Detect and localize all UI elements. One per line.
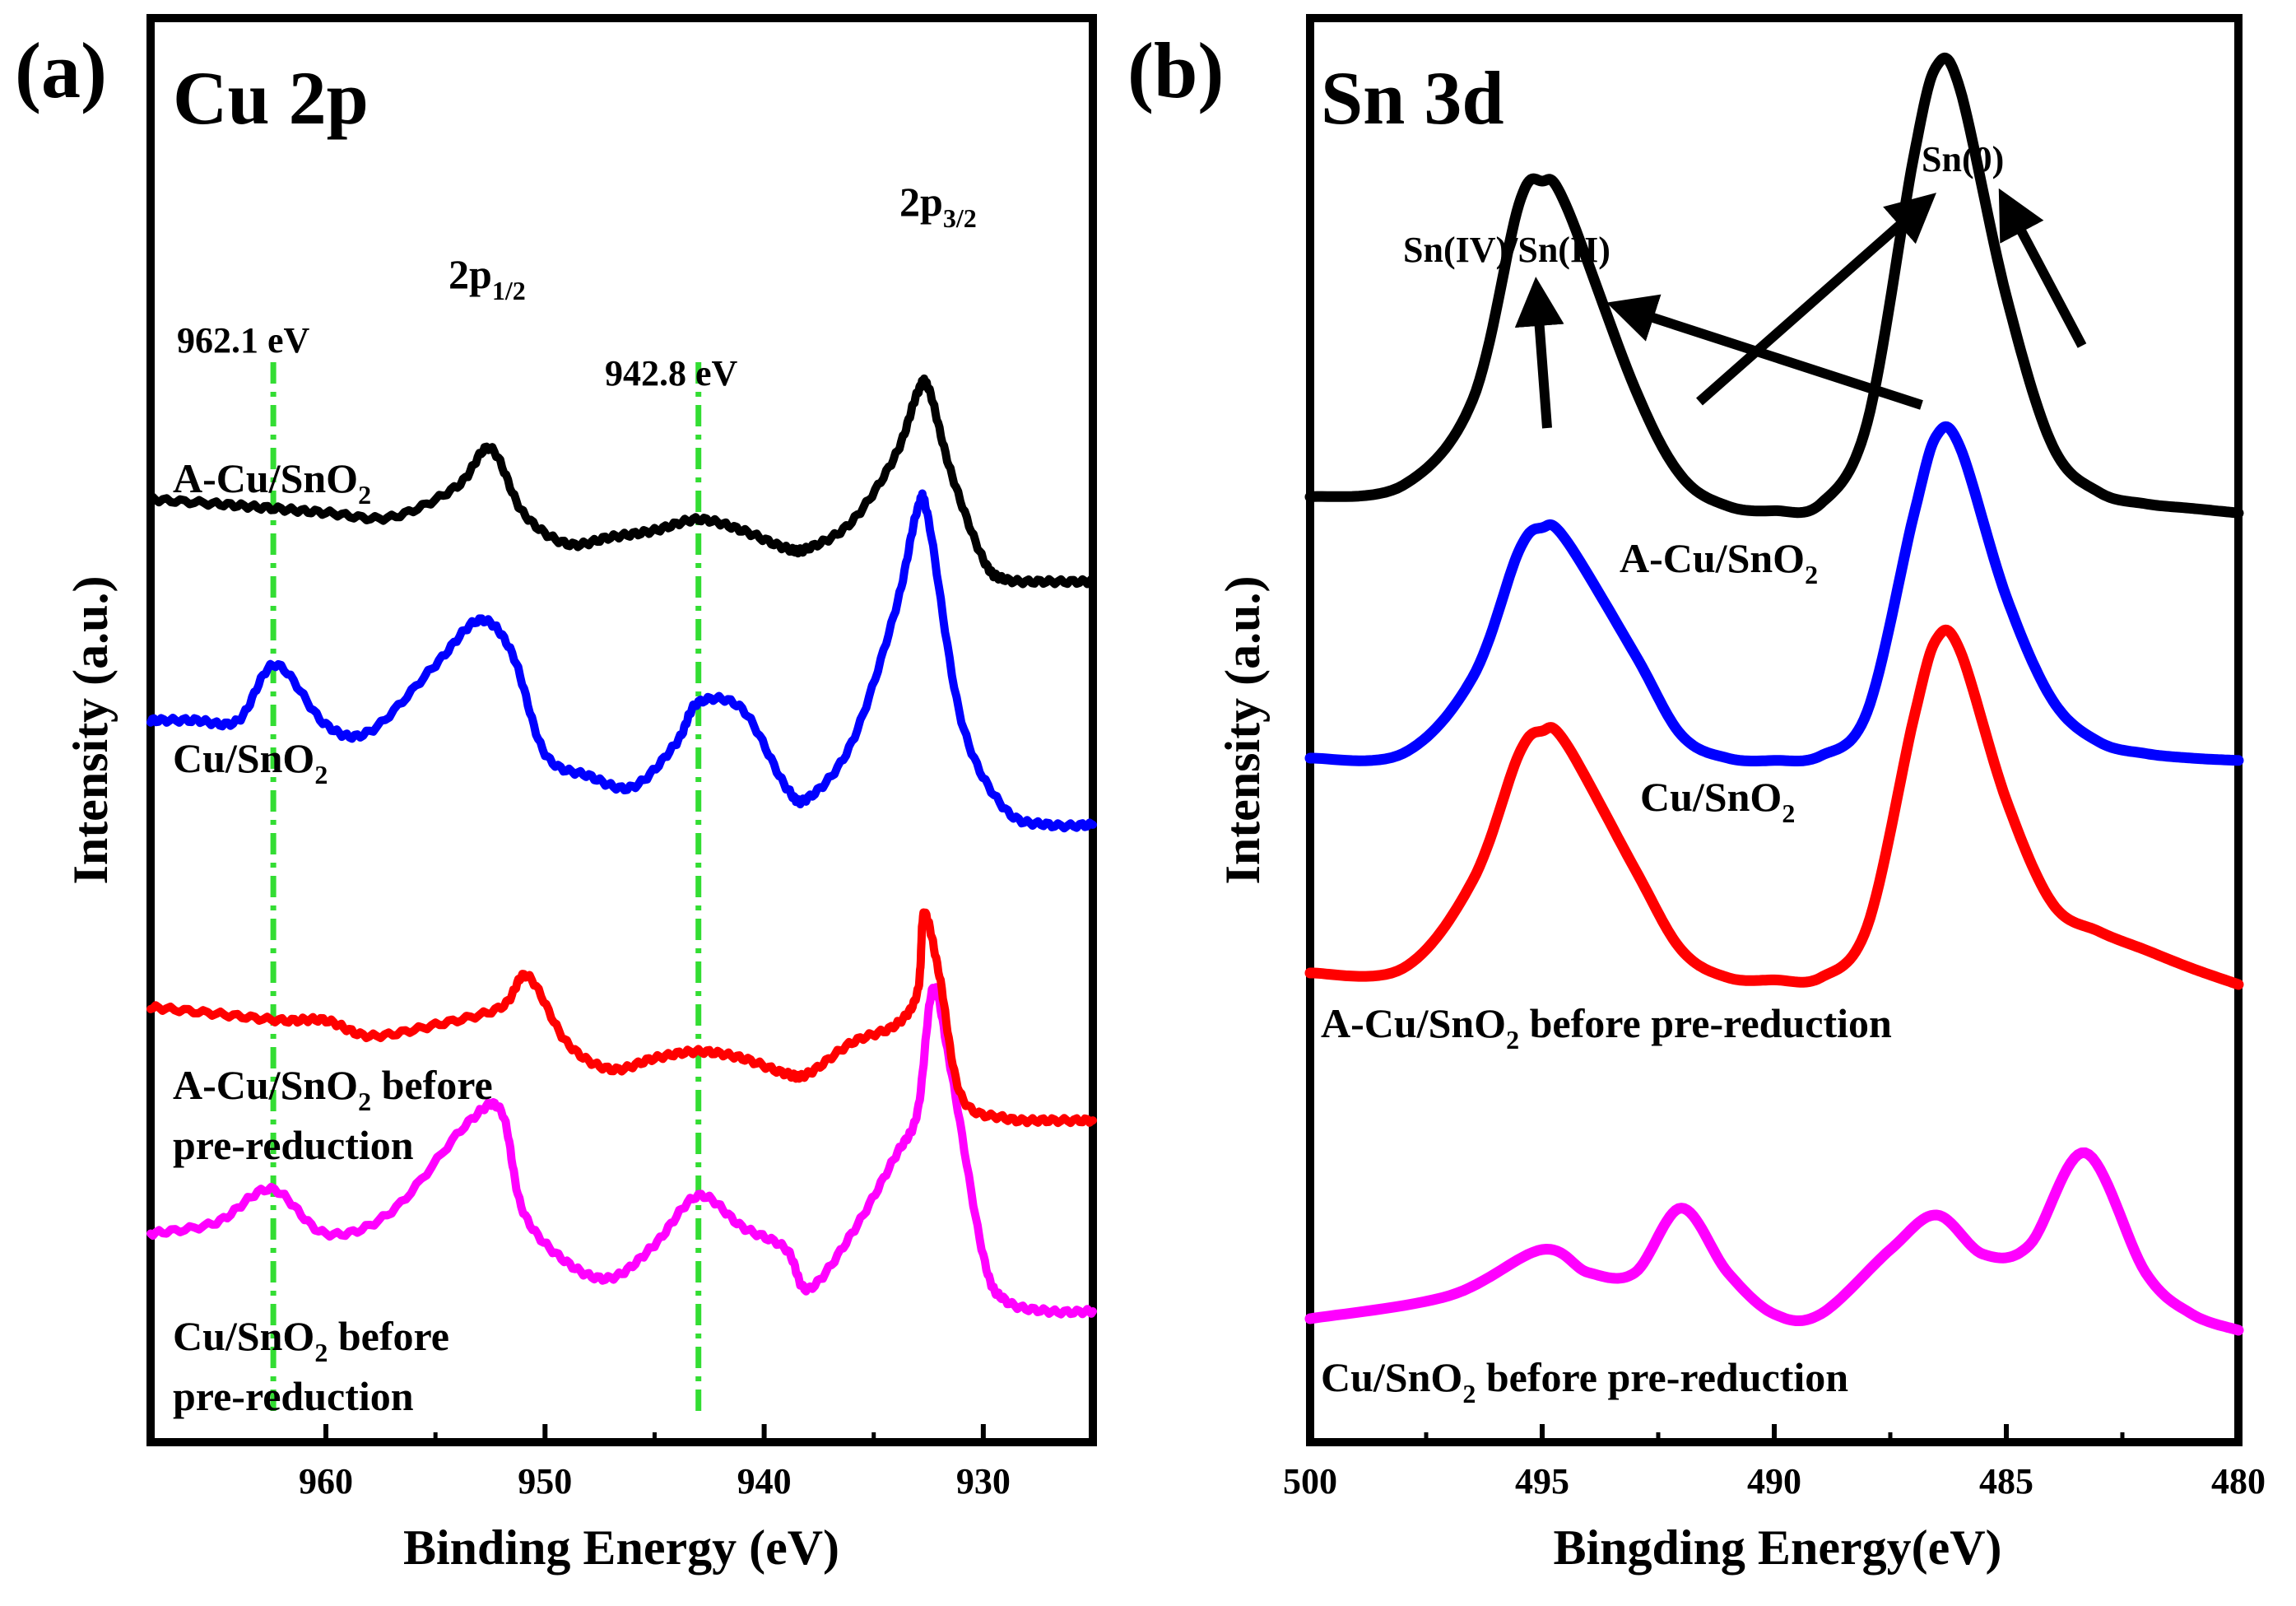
annotation-2p32-sub: 3/2 [943, 203, 977, 233]
panel-letter-a: (a) [15, 26, 107, 114]
series-line-b-1 [1304, 624, 2244, 990]
trace-label-a-2: A-Cu/SnO2 before [173, 1062, 493, 1116]
arrow-to-sn0-2 [1998, 188, 2087, 348]
trace-label-a-1: Cu/SnO2 [173, 735, 328, 789]
series-line-b-0 [1304, 1147, 2244, 1336]
x-tick-label-b-2: 490 [1747, 1461, 1801, 1501]
x-tick-label-b-1: 495 [1515, 1461, 1569, 1501]
annotation-2p12-main: 2p [449, 251, 492, 297]
x-tick-label-a-2: 940 [737, 1461, 792, 1501]
annotation-962-ev: 962.1 eV [177, 320, 310, 361]
series-line-a-3 [146, 374, 1097, 589]
x-tick-label-b-4: 480 [2211, 1461, 2266, 1501]
x-axis-label-b: Bingding Energy(eV) [1553, 1520, 2001, 1575]
x-tick-label-a-0: 960 [299, 1461, 353, 1501]
arrow-to-sniv-1 [1514, 277, 1564, 429]
y-axis-label-a: Intensity (a.u.) [63, 575, 118, 884]
arrow-to-sniv-2 [1606, 294, 1923, 410]
trace-label-b-3: Cu/SnO2 before pre-reduction [1321, 1354, 1848, 1408]
panel-title-a: Cu 2p [173, 56, 369, 140]
trace-label-a-3: Cu/SnO2 before [173, 1313, 449, 1367]
annotation-2p32-main: 2p [899, 179, 943, 225]
annotation-2p12: 2p1/2 [449, 251, 526, 305]
panel-a: (a) Cu 2p 960 950 940 930 Binding Energy (e… [15, 14, 1097, 1575]
annotation-942-ev: 942.8 eV [605, 353, 738, 393]
trace-label-b-2: A-Cu/SnO2 before pre-reduction [1321, 1000, 1892, 1054]
panel-letter-b: (b) [1127, 26, 1224, 114]
series-group-b [1304, 52, 2244, 1336]
annotation-sniv-snii: Sn(IV)/Sn(II) [1403, 230, 1610, 270]
arrow-to-sn0-1 [1696, 193, 1937, 406]
guide-lines-a [270, 362, 702, 1416]
annotation-2p12-sub: 1/2 [492, 276, 526, 305]
x-ticks-a: 960 950 940 930 [299, 1424, 1011, 1501]
trace-label-b-0: A-Cu/SnO2 [1620, 535, 1818, 589]
x-tick-label-a-3: 930 [956, 1461, 1011, 1501]
annotation-2p32: 2p3/2 [899, 179, 977, 233]
trace-label-a-0: A-Cu/SnO2 [173, 455, 371, 510]
plot-frame-a [146, 14, 1097, 1446]
x-tick-label-b-0: 500 [1283, 1461, 1337, 1501]
series-line-a-2 [146, 489, 1097, 833]
x-axis-label-a: Binding Energy (eV) [403, 1520, 839, 1575]
series-line-b-2 [1304, 421, 2244, 766]
y-axis-label-b: Intensity (a.u.) [1215, 575, 1270, 884]
panel-b: (b) Sn 3d 500 495 490 485 480 Bingding Energ… [1127, 14, 2266, 1575]
panel-title-b: Sn 3d [1321, 56, 1504, 140]
annotation-arrows [1514, 188, 2087, 429]
trace-label-a-3-line2: pre-reduction [173, 1373, 414, 1419]
series-line-a-0 [146, 983, 1097, 1319]
trace-label-b-1: Cu/SnO2 [1640, 774, 1795, 828]
trace-label-a-2-line2: pre-reduction [173, 1122, 414, 1168]
series-line-a-1 [146, 908, 1097, 1128]
series-group-a [146, 374, 1097, 1319]
x-tick-label-b-3: 485 [1979, 1461, 2033, 1501]
annotation-sn0: Sn(0) [1922, 139, 2004, 179]
x-tick-label-a-1: 950 [518, 1461, 572, 1501]
series-line-b-3 [1304, 52, 2244, 519]
x-ticks-b: 500 495 490 485 480 [1283, 1424, 2266, 1501]
